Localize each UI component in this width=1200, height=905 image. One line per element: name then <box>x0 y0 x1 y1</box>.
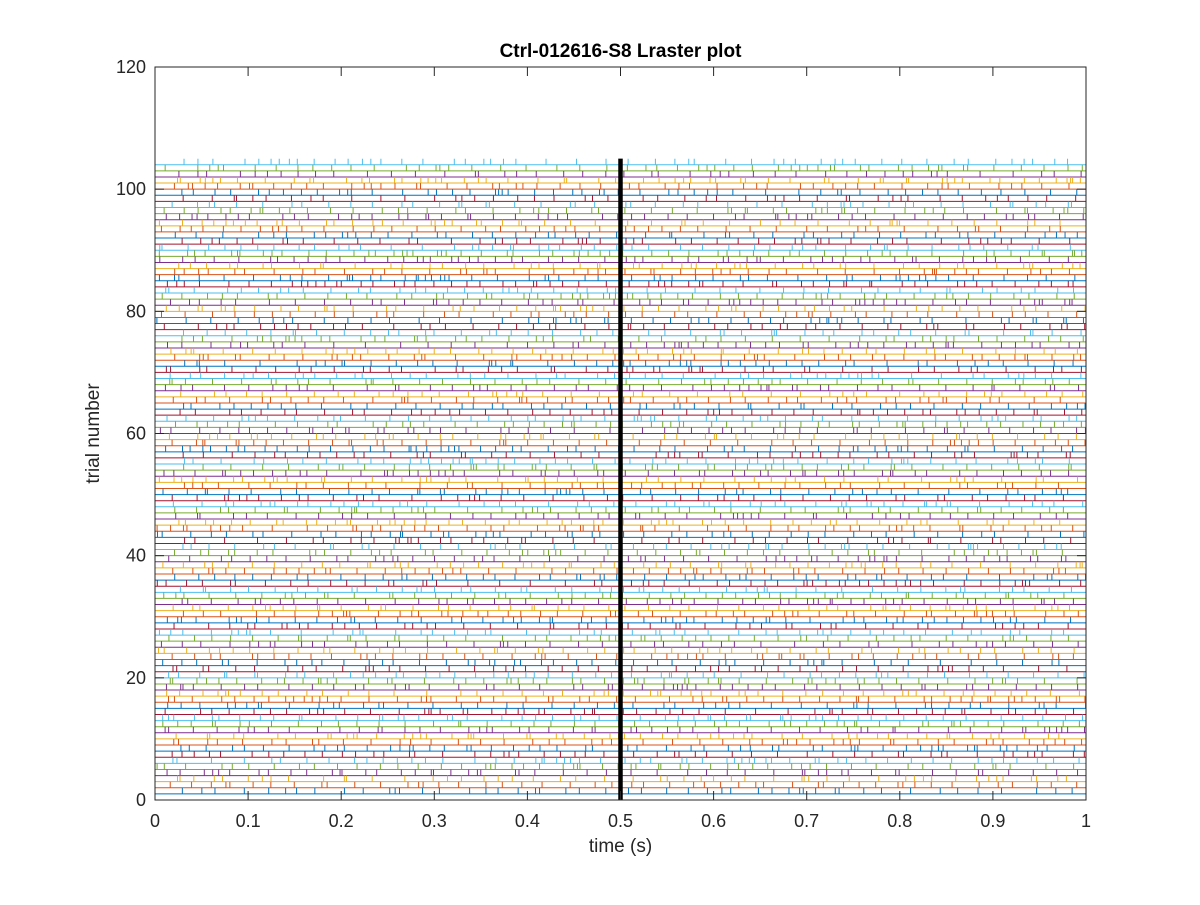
raster-figure: 00.10.20.30.40.50.60.70.80.91 0204060801… <box>0 0 1200 900</box>
raster-chart: 00.10.20.30.40.50.60.70.80.91 0204060801… <box>0 0 1200 900</box>
